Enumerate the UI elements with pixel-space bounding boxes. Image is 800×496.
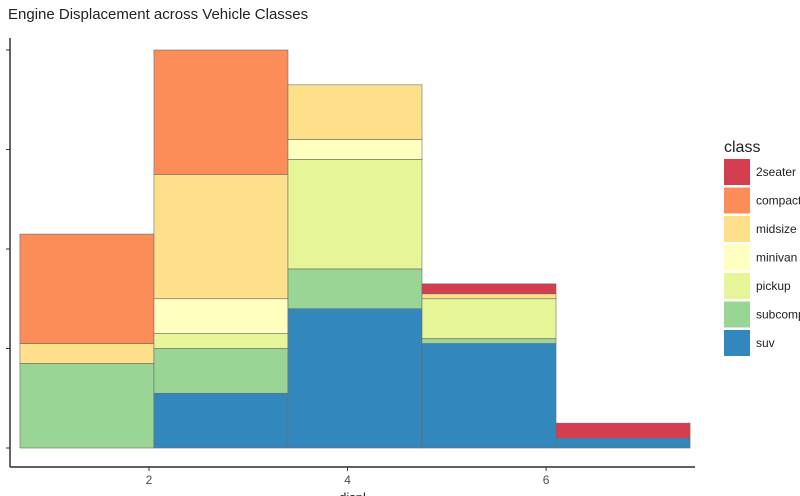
bar-minivan-bin-3: [287, 139, 423, 160]
bar-2seater-bin-5: [555, 422, 691, 439]
bar-midsize-bin-4: [421, 293, 557, 300]
plot-area: [19, 49, 691, 449]
legend-key-compact: [724, 187, 750, 214]
chart-title: Engine Displacement across Vehicle Class…: [8, 6, 308, 23]
bar-suv-bin-2: [153, 392, 289, 449]
bar-midsize-bin-3: [287, 84, 423, 140]
axes: 2 4 6: [6, 38, 695, 487]
bar-midsize-bin-2: [153, 174, 289, 300]
bar-subcompact-bin-3: [287, 268, 423, 309]
legend-key-suv: [724, 330, 750, 356]
legend: class 2seater compact midsize minivan pickup…: [724, 139, 800, 356]
bar-pickup-bin-3: [287, 159, 423, 270]
x-tick-label-4: 4: [344, 473, 351, 487]
bar-pickup-bin-2: [153, 333, 289, 349]
legend-title: class: [724, 139, 760, 156]
legend-label-2seater: 2seater: [756, 165, 796, 179]
bar-suv-bin-3: [287, 308, 423, 449]
bar-subcompact-bin-1: [19, 363, 155, 449]
bar-suv-bin-5: [555, 437, 691, 449]
legend-key-midsize: [724, 216, 750, 242]
bar-subcompact-bin-2: [153, 348, 289, 394]
bar-suv-bin-4: [421, 343, 557, 449]
legend-label-compact: compact: [756, 194, 800, 208]
bar-pickup-bin-4: [421, 298, 557, 339]
legend-label-pickup: pickup: [756, 279, 791, 293]
bar-minivan-bin-2: [153, 298, 289, 334]
bar-subcompact-bin-4: [421, 338, 557, 344]
bar-2seater-bin-4: [421, 283, 557, 295]
legend-label-minivan: minivan: [756, 251, 797, 265]
x-tick-label-2: 2: [146, 473, 153, 487]
bar-compact-bin-1: [19, 233, 155, 344]
legend-label-midsize: midsize: [756, 222, 797, 236]
bar-compact-bin-2: [153, 49, 289, 175]
legend-label-subcompact: subcompact: [756, 308, 800, 322]
legend-key-subcompact: [724, 301, 750, 328]
legend-key-minivan: [724, 244, 750, 271]
x-tick-label-6: 6: [543, 473, 550, 487]
legend-key-2seater: [724, 159, 750, 185]
legend-label-suv: suv: [756, 336, 775, 350]
legend-key-pickup: [724, 273, 750, 299]
bar-midsize-bin-1: [19, 343, 155, 364]
x-axis-title: displ: [339, 490, 366, 496]
